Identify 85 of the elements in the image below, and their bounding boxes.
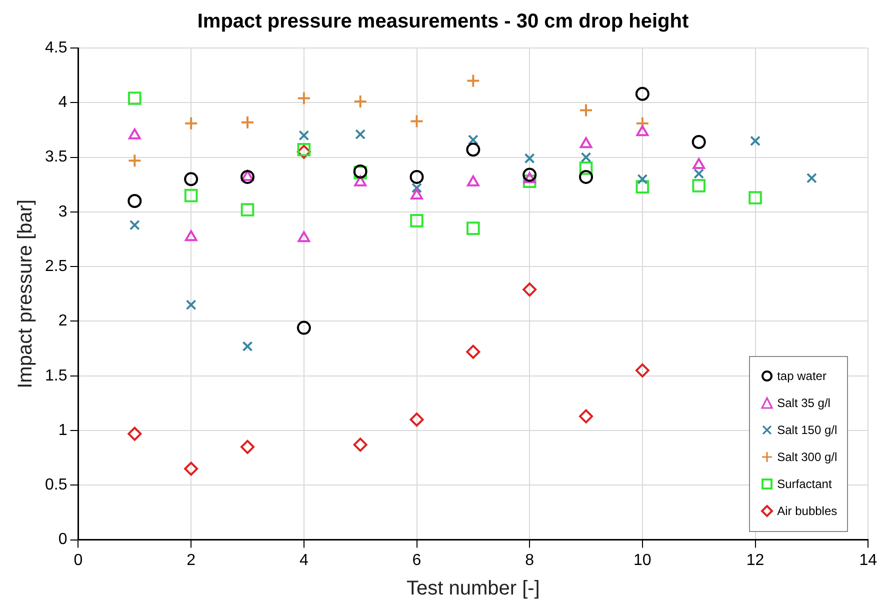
x-tick-label: 0 xyxy=(74,552,83,569)
legend-label: Salt 35 g/l xyxy=(777,396,830,410)
point xyxy=(466,142,480,157)
point xyxy=(694,168,704,179)
point xyxy=(524,153,535,164)
point xyxy=(184,188,198,202)
point xyxy=(410,170,424,184)
point xyxy=(184,462,198,476)
point xyxy=(522,174,536,188)
point xyxy=(297,142,311,156)
y-tick-label: 2.5 xyxy=(44,258,68,275)
legend-label: Surfactant xyxy=(777,477,832,492)
point xyxy=(184,230,198,242)
x-tick-label: 4 xyxy=(299,552,308,569)
x-tick-label: 8 xyxy=(525,552,534,569)
point xyxy=(748,191,762,204)
y-tick-label: 4.5 xyxy=(44,39,68,56)
point xyxy=(579,162,593,175)
point xyxy=(128,92,142,105)
point xyxy=(410,114,424,128)
point xyxy=(353,438,368,452)
point xyxy=(240,440,254,454)
legend-label: Air bubbles xyxy=(777,504,838,518)
legend-label: Salt 300 g/l xyxy=(777,450,838,464)
point xyxy=(523,172,536,184)
point xyxy=(186,300,196,310)
chart-title: Impact pressure measurements - 30 cm drop height xyxy=(197,10,689,33)
point xyxy=(296,91,311,106)
point xyxy=(410,412,424,427)
point xyxy=(240,115,254,130)
x-tick-label: 10 xyxy=(634,552,652,569)
x-axis-title: Test number [-] xyxy=(406,578,540,600)
point xyxy=(806,172,817,184)
point xyxy=(410,214,424,228)
y-tick-label: 4 xyxy=(58,94,68,112)
point xyxy=(635,86,650,101)
point xyxy=(296,144,311,159)
point xyxy=(635,116,650,130)
point xyxy=(468,134,478,146)
point xyxy=(128,426,142,441)
point xyxy=(692,134,706,149)
point xyxy=(580,152,592,163)
point xyxy=(128,154,142,168)
point xyxy=(579,409,594,424)
point xyxy=(522,168,537,182)
y-tick-label: 2 xyxy=(58,312,68,330)
y-axis-title: Impact pressure [bar] xyxy=(14,199,37,388)
point xyxy=(355,129,366,140)
point xyxy=(240,203,254,216)
point xyxy=(750,136,761,146)
point xyxy=(128,194,142,208)
x-tick-label: 14 xyxy=(859,552,878,569)
point xyxy=(296,320,311,335)
point xyxy=(466,74,480,88)
x-tick-label: 12 xyxy=(746,552,764,569)
point xyxy=(184,172,198,186)
y-tick-label: 0.5 xyxy=(44,476,68,494)
point xyxy=(353,94,368,109)
point xyxy=(579,103,594,118)
point xyxy=(636,180,650,194)
point xyxy=(636,125,649,136)
point xyxy=(579,170,594,184)
x-tick-label: 6 xyxy=(412,552,422,569)
point xyxy=(635,363,650,378)
point xyxy=(298,130,310,141)
y-tick-label: 3 xyxy=(58,203,68,220)
point xyxy=(580,137,592,148)
point xyxy=(184,116,198,130)
point xyxy=(637,174,648,184)
point xyxy=(692,179,706,192)
point xyxy=(242,341,253,352)
point xyxy=(298,231,310,242)
point xyxy=(466,222,480,235)
legend-label: tap water xyxy=(777,369,826,384)
y-tick-label: 1.5 xyxy=(44,367,68,384)
y-tick-label: 1 xyxy=(58,422,68,439)
point xyxy=(466,344,480,359)
x-tick-label: 2 xyxy=(186,552,196,569)
legend-label: Salt 150 g/l xyxy=(777,423,838,438)
y-tick-label: 0 xyxy=(58,531,68,548)
point xyxy=(410,188,423,200)
point xyxy=(240,170,254,184)
point xyxy=(129,220,140,230)
point xyxy=(522,282,537,297)
y-tick-label: 3.5 xyxy=(44,148,68,166)
